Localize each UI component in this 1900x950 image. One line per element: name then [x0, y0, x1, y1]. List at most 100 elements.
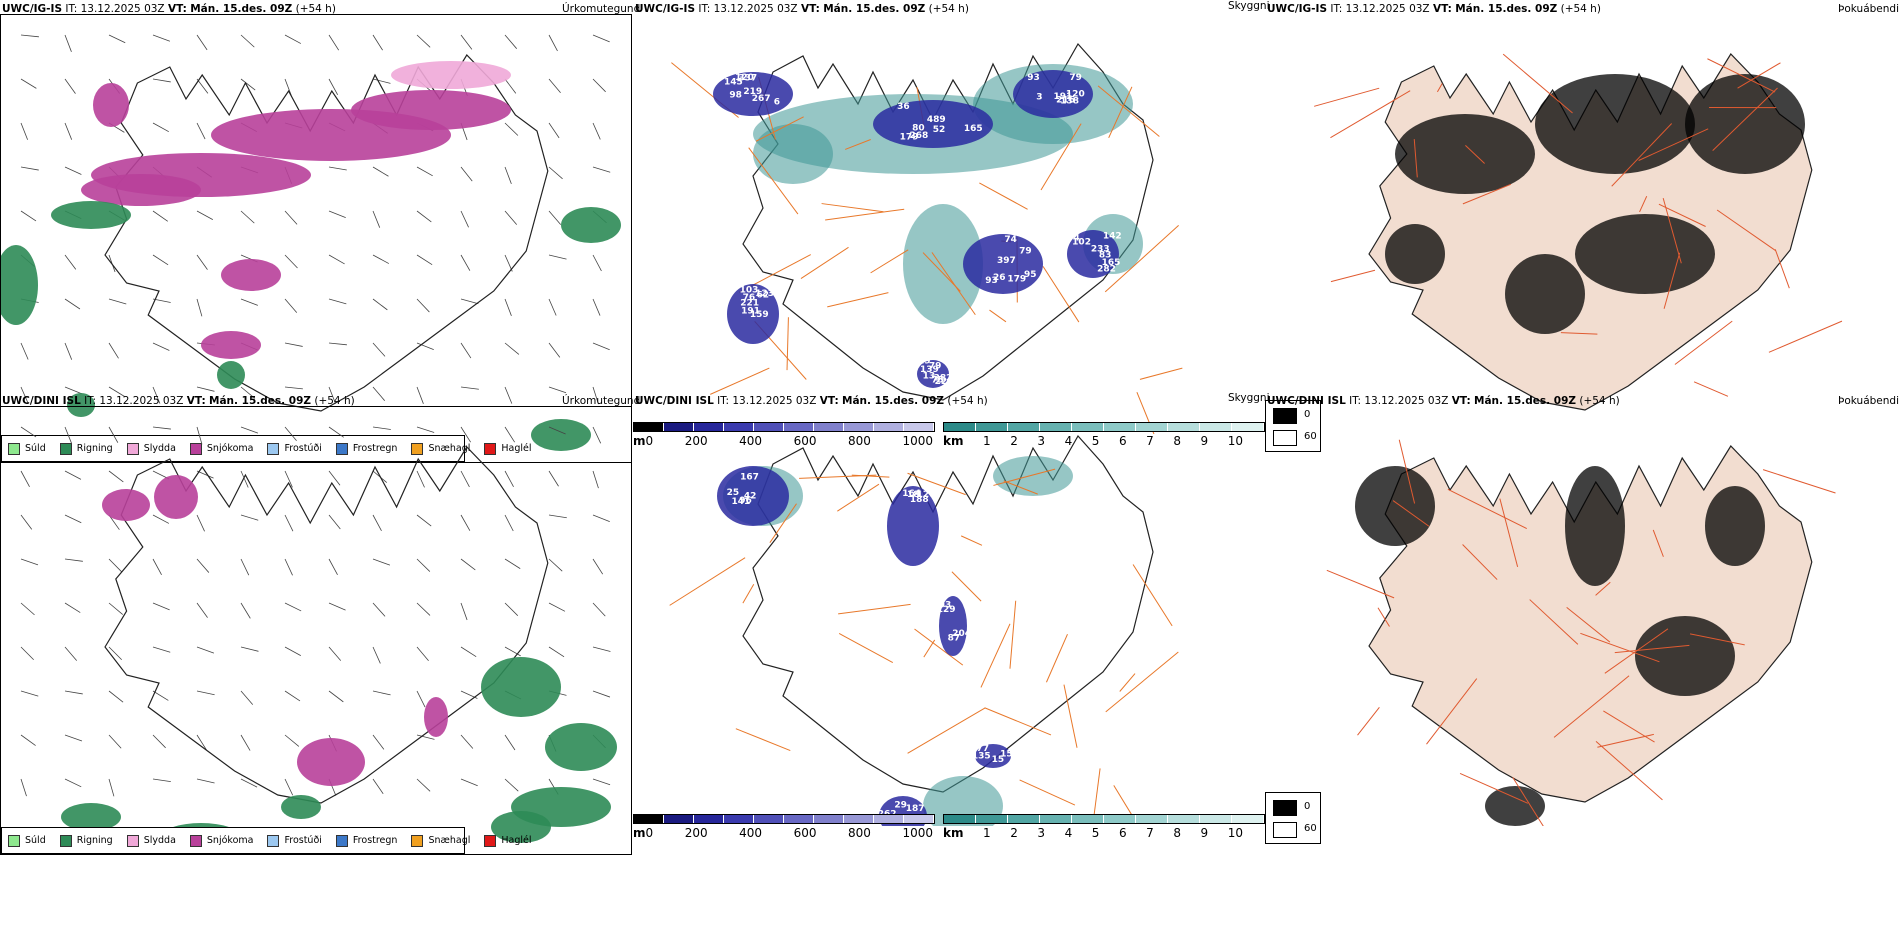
wind-barb: [152, 558, 162, 576]
wind-barb: [460, 254, 471, 271]
road: [989, 309, 1007, 323]
wind-barb: [328, 602, 346, 611]
wind-barb: [328, 646, 342, 661]
wind-barb: [240, 34, 255, 48]
road: [931, 252, 976, 316]
visibility-colorbar-bin: [976, 423, 1008, 431]
road: [1774, 249, 1790, 289]
wind-barb: [328, 298, 347, 305]
road: [1560, 332, 1598, 335]
precip-legend: Súld Rigning Slydda Snjókoma Frostúði Frostre…: [1, 827, 532, 854]
wind-barb: [372, 298, 388, 311]
precip-legend-item: Rigning: [59, 834, 113, 847]
wind-barb: [372, 558, 391, 566]
road: [735, 728, 791, 752]
wind-barb: [152, 342, 170, 351]
ceiling-colorbar-bin: [904, 423, 934, 431]
ceiling-tick: 0: [645, 826, 654, 840]
fog-legend-high-swatch: [1273, 408, 1297, 424]
ceiling-colorbar-bin: [634, 423, 664, 431]
fog-area: [1635, 616, 1735, 696]
wind-barb: [108, 734, 122, 749]
forecast-row-2: Súld Rigning Slydda Snjókoma Frostúði Frostre…: [0, 392, 1900, 862]
text-it_value: 13.12.2025 03Z: [713, 3, 798, 15]
fog-area: [1705, 486, 1765, 566]
precip-legend-swatch: [411, 442, 424, 455]
ceiling-value-label: 191: [741, 306, 760, 316]
forecast-row-1: Súld Rigning Slydda Snjókoma Frostúði Frostre…: [0, 0, 1900, 470]
wind-barb: [416, 386, 424, 404]
wind-barb: [328, 78, 339, 95]
precip-legend-label: Haglél: [501, 835, 532, 846]
wind-barb: [240, 514, 259, 521]
ceiling-tick: 600: [793, 434, 817, 448]
visibility-colorbar-bin: [1200, 815, 1232, 823]
text-lead: (+54 h): [295, 3, 336, 15]
wind-barb: [196, 298, 203, 317]
precip-legend-label: Snæhagl: [428, 835, 471, 846]
ceiling-value-label: 77: [976, 744, 989, 754]
road: [838, 633, 894, 664]
precip-legend-item: Rigning: [59, 442, 113, 455]
ceiling-colorbar-bin: [694, 423, 724, 431]
wind-barb: [328, 514, 341, 530]
wind-barb: [64, 734, 83, 742]
road: [984, 707, 1052, 736]
ceiling-value-label: 489: [927, 115, 946, 125]
wind-barb: [196, 734, 207, 751]
wind-barb: [20, 386, 29, 404]
coastline: [104, 446, 549, 804]
wind-barb: [548, 34, 558, 52]
precip-legend-swatch: [484, 442, 497, 455]
wind-barb: [504, 386, 513, 404]
ceiling-value-label: 52: [933, 125, 946, 135]
wind-barb: [548, 646, 565, 658]
wind-barb: [284, 386, 303, 390]
wind-barb: [372, 690, 391, 696]
wind-barb: [64, 342, 73, 360]
visibility-colorbar-bin: [1072, 423, 1104, 431]
visibility-tick: 10: [1227, 434, 1243, 448]
road: [1768, 320, 1843, 353]
wind-barb: [196, 210, 213, 220]
ceiling-value-label: 15: [992, 755, 1005, 765]
ceiling-value-label: 135: [972, 751, 991, 761]
wind-barb: [416, 470, 425, 488]
visibility-colorbar-bin: [1168, 423, 1200, 431]
fog-title: Þokuábendi: [1838, 395, 1899, 407]
wind-barb: [460, 386, 479, 390]
wind-barb: [372, 254, 390, 264]
ceiling-value-label: 397: [997, 256, 1016, 266]
ceiling-unit: m: [633, 434, 646, 448]
ceiling-value-label: 79: [929, 361, 942, 371]
wind-barb: [504, 646, 521, 657]
road: [1462, 183, 1512, 205]
snow-area: [81, 174, 201, 206]
low-ceiling-area: [873, 100, 993, 148]
precip-legend-item: Snjókoma: [189, 834, 253, 847]
wind-barb: [372, 78, 391, 84]
wind-barb: [504, 342, 520, 355]
wind-barb: [64, 646, 78, 661]
visibility-colorbar-bin: [976, 815, 1008, 823]
precip-legend-label: Frostregn: [352, 835, 398, 846]
visibility-colorbar-bin: [1200, 423, 1232, 431]
ceiling-value-label: 15: [1000, 750, 1013, 760]
ceiling-value-label: 219: [743, 87, 762, 97]
road: [914, 628, 964, 666]
precip-map: [20, 426, 617, 851]
visibility-tick: 10: [1227, 826, 1243, 840]
text-vt_value: Mán. 15.des. 09Z: [1455, 3, 1558, 15]
wind-barb: [64, 78, 76, 94]
text-it_value: 13.12.2025 03Z: [1345, 3, 1430, 15]
road: [838, 603, 911, 615]
wind-barb: [460, 34, 473, 50]
wind-barb: [416, 342, 434, 351]
visibility-colorbar-bin: [1232, 423, 1264, 431]
low-ceiling-area: [1013, 70, 1093, 118]
snow-area: [93, 83, 129, 127]
wind-barb: [240, 78, 256, 91]
road: [1330, 90, 1411, 139]
wind-barb: [548, 602, 566, 612]
precip-legend-swatch: [484, 834, 497, 847]
